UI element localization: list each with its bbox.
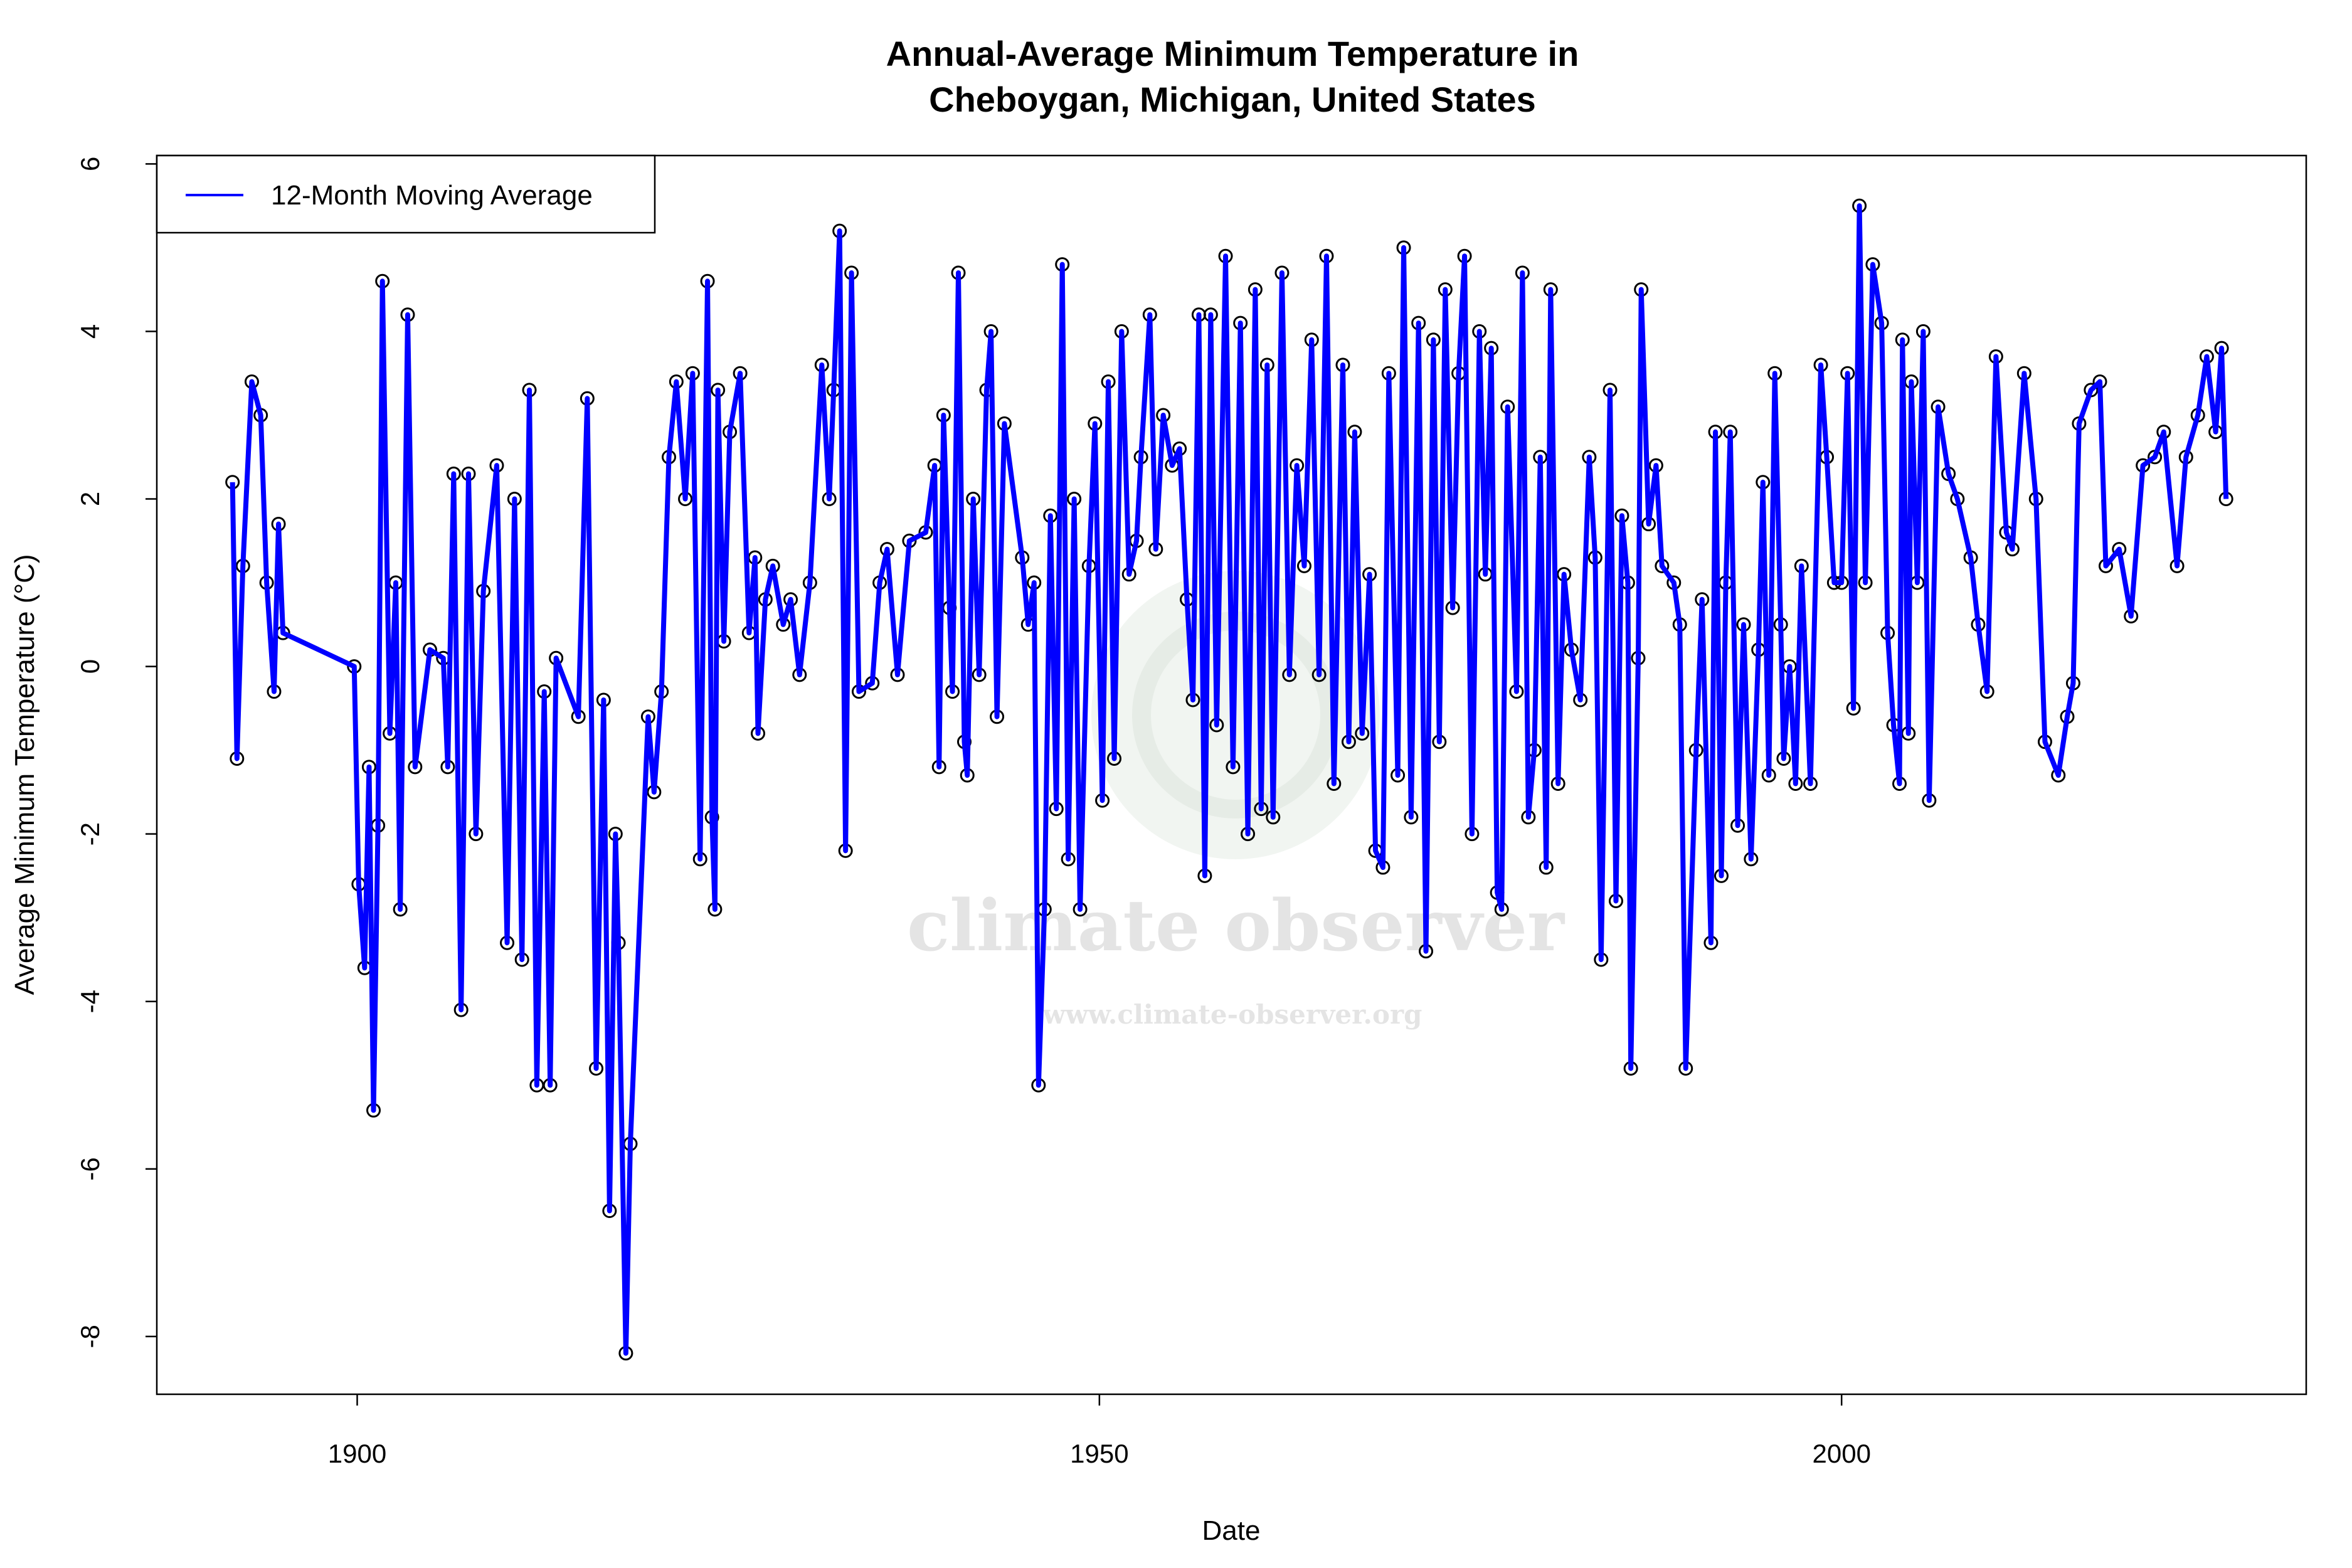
- legend: 12-Month Moving Average: [156, 154, 656, 234]
- y-tick-label: -2: [75, 822, 105, 845]
- x-axis-label: Date: [1202, 1515, 1261, 1546]
- y-tick-label: 6: [75, 157, 105, 171]
- chart-title-line-1: Annual-Average Minimum Temperature in: [886, 34, 1579, 73]
- plot-frame: [156, 154, 2307, 1396]
- x-tick-label: 1900: [328, 1439, 386, 1468]
- y-tick-label: -6: [75, 1157, 105, 1180]
- series-line-12-month-moving-average: [230, 203, 2229, 1356]
- chart-title-line-2: Cheboygan, Michigan, United States: [929, 80, 1536, 119]
- y-axis-label: Average Minimum Temperature (°C): [9, 554, 40, 995]
- plot-area: [225, 198, 2233, 1361]
- axes: -8 -6 -4 -2 0 2 4 6 1900 1950 2000: [75, 157, 1871, 1468]
- y-tick-label: 0: [75, 659, 105, 674]
- x-tick-label: 2000: [1813, 1439, 1871, 1468]
- y-tick-label: 2: [75, 492, 105, 506]
- watermark-url: www.climate-observer.org: [1042, 999, 1422, 1030]
- y-tick-label: -4: [75, 990, 105, 1013]
- legend-label: 12-Month Moving Average: [271, 180, 593, 211]
- x-tick-label: 1950: [1070, 1439, 1128, 1468]
- y-tick-label: -8: [75, 1325, 105, 1348]
- watermark-text: climate observer: [907, 885, 1565, 967]
- y-tick-label: 4: [75, 324, 105, 339]
